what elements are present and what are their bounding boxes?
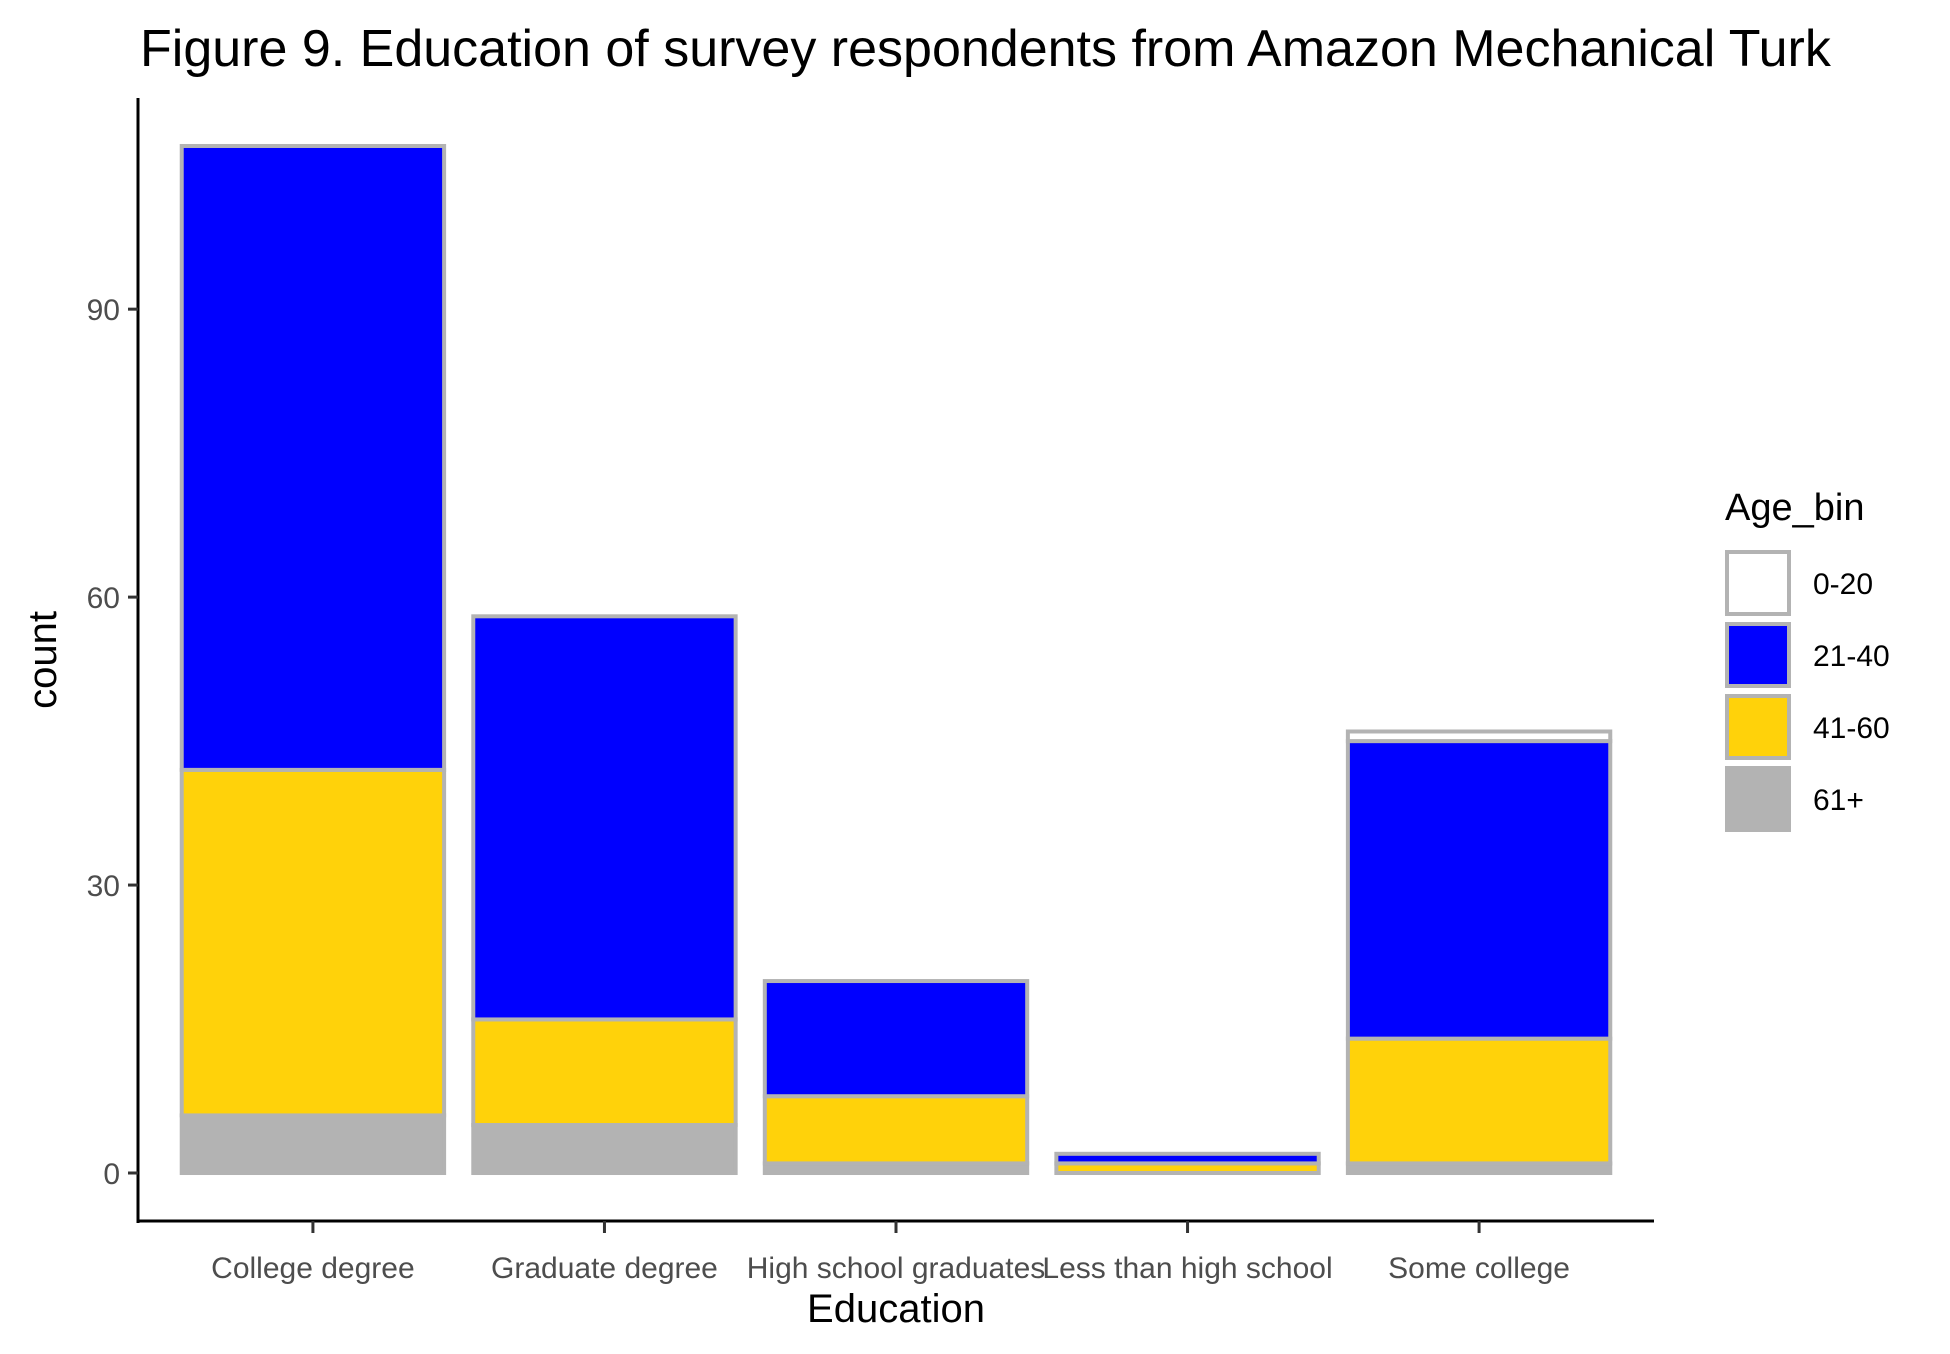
legend: Age_bin 0-20 21-40 41-60 61+	[1725, 487, 1890, 832]
bars-group	[179, 143, 1613, 1176]
bar-segment-4-21-40	[1054, 1151, 1321, 1166]
legend-label: 21-40	[1813, 640, 1890, 673]
bar-segment-2-21-40	[471, 614, 738, 1022]
bar-segment-3-41-60	[762, 1094, 1030, 1166]
bar-segment-1-41-60	[179, 767, 447, 1118]
bar-segment-5-0-20	[1345, 729, 1613, 744]
x-tick-label: Less than high school	[1042, 1252, 1332, 1285]
legend-label: 61+	[1813, 784, 1864, 817]
legend-label: 41-60	[1813, 712, 1890, 745]
x-axis-title: Education	[807, 1287, 985, 1331]
y-ticks-group: 0 30 60 90	[87, 294, 138, 1191]
x-tick-label: High school graduates	[747, 1252, 1046, 1285]
y-axis-title: count	[21, 611, 65, 709]
legend-label: 0-20	[1813, 568, 1873, 601]
legend-key-41-60	[1725, 694, 1791, 760]
bar-segment-2-61plus	[471, 1123, 738, 1176]
legend-key-21-40	[1725, 622, 1791, 688]
x-tick-label: Some college	[1388, 1252, 1570, 1285]
legend-title: Age_bin	[1725, 487, 1864, 529]
y-tick-label: 60	[87, 582, 120, 615]
y-tick-label: 90	[87, 294, 120, 327]
bar-segment-2-41-60	[471, 1017, 738, 1128]
bar-segment-5-21-40	[1345, 739, 1613, 1041]
x-tick-label: Graduate degree	[491, 1252, 718, 1285]
y-tick-label: 30	[87, 870, 120, 903]
x-ticks-group: College degree Graduate degree High school…	[211, 1221, 1570, 1285]
x-tick-label: College degree	[211, 1252, 414, 1285]
legend-items: 0-20 21-40 41-60 61+	[1725, 550, 1890, 832]
bar-segment-1-61plus	[179, 1113, 447, 1176]
chart-title: Figure 9. Education of survey respondent…	[140, 20, 1832, 78]
bar-segment-3-21-40	[762, 979, 1030, 1099]
y-tick-label: 0	[103, 1158, 120, 1191]
bar-segment-5-41-60	[1345, 1036, 1613, 1166]
bar-segment-1-21-40	[179, 143, 447, 772]
legend-key-0-20	[1725, 550, 1791, 616]
legend-key-61plus	[1725, 766, 1791, 832]
